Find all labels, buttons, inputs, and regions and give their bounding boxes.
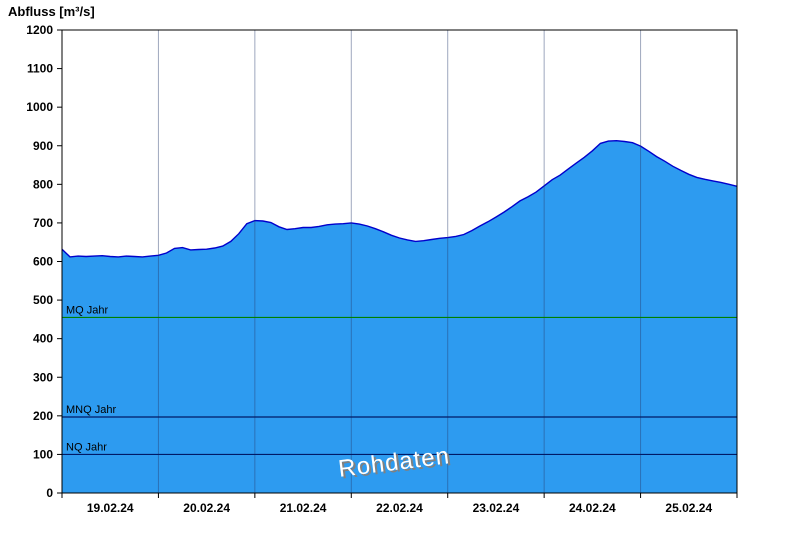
refline-label: NQ Jahr [66, 441, 107, 453]
y-tick-label: 800 [33, 177, 53, 191]
y-tick-label: 400 [33, 332, 53, 346]
x-tick-label: 23.02.24 [473, 501, 520, 515]
x-tick-label: 19.02.24 [87, 501, 134, 515]
y-tick-label: 0 [46, 486, 53, 500]
y-tick-label: 300 [33, 370, 53, 384]
y-tick-label: 600 [33, 255, 53, 269]
discharge-line [61, 139, 738, 258]
y-tick-label: 900 [33, 139, 53, 153]
y-tick-label: 500 [33, 293, 53, 307]
y-tick-label: 1200 [26, 23, 53, 37]
y-tick-label: 200 [33, 409, 53, 423]
refline-label: MQ Jahr [66, 304, 109, 316]
x-tick-label: 21.02.24 [280, 501, 327, 515]
y-tick-label: 100 [33, 447, 53, 461]
x-tick-label: 25.02.24 [665, 501, 712, 515]
x-tick-label: 20.02.24 [183, 501, 230, 515]
refline-label: MNQ Jahr [66, 404, 116, 416]
y-tick-label: 1000 [26, 100, 53, 114]
x-tick-label: 24.02.24 [569, 501, 616, 515]
chart-title: Abfluss [m³/s] [8, 4, 95, 19]
y-tick-label: 1100 [27, 62, 53, 76]
y-tick-label: 700 [33, 216, 53, 230]
x-tick-label: 22.02.24 [376, 501, 423, 515]
